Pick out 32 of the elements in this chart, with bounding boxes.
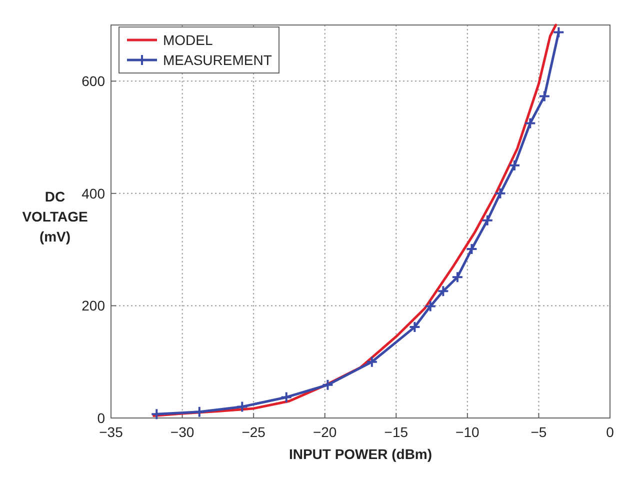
- point: [437, 285, 450, 298]
- point: [236, 400, 248, 413]
- point: [366, 356, 378, 368]
- point: [451, 271, 464, 284]
- point: [150, 408, 163, 420]
- point: [481, 214, 494, 226]
- point: [466, 243, 478, 256]
- x-tick-label: −5: [530, 424, 547, 440]
- point: [322, 378, 334, 391]
- legend-label: MEASUREMENT: [163, 52, 272, 68]
- x-tick-label: −25: [242, 424, 266, 440]
- point: [494, 187, 506, 200]
- y-tick-label: 600: [82, 73, 106, 90]
- x-tick-label: −35: [99, 424, 124, 440]
- point: [408, 321, 421, 334]
- y-tick-label: 0: [97, 410, 106, 426]
- x-tick-label: −15: [384, 424, 408, 440]
- point: [193, 406, 206, 418]
- x-tick-label: −20: [312, 424, 337, 440]
- point: [552, 26, 565, 38]
- legend-label: MODEL: [163, 32, 213, 48]
- x-axis-title: INPUT POWER (dBm): [288, 446, 432, 462]
- y-tick-label: 400: [82, 185, 106, 202]
- y-tick-label: 200: [82, 298, 106, 314]
- point: [538, 90, 550, 102]
- point: [280, 391, 292, 404]
- x-tick-label: 0: [606, 424, 614, 440]
- point: [524, 117, 536, 130]
- x-tick-label: −30: [170, 424, 194, 440]
- point: [424, 300, 436, 312]
- point: [508, 159, 520, 172]
- x-tick-label: −10: [456, 424, 480, 440]
